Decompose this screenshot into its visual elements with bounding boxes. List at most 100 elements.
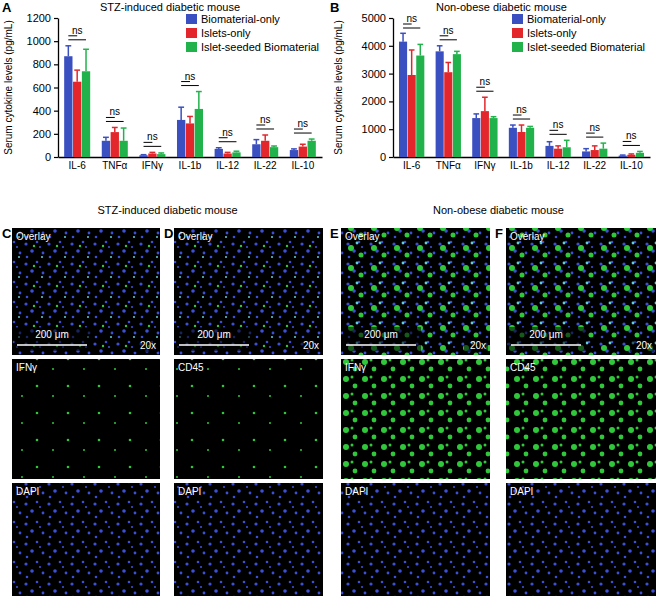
legend-swatch	[512, 28, 523, 38]
error-bar-stem	[85, 49, 87, 71]
significance-label: ns	[72, 25, 83, 36]
y-tick-mark	[389, 129, 393, 130]
magnification-backdrop	[134, 338, 158, 352]
x-tick-label: IL-22	[583, 160, 606, 171]
error-bar-cap	[65, 45, 71, 47]
significance-label: ns	[406, 13, 417, 24]
image-label: DAPI	[510, 486, 533, 497]
significance-label: ns	[147, 131, 158, 142]
significance-bracket	[549, 134, 566, 135]
error-bar	[620, 155, 626, 157]
bar	[436, 51, 444, 157]
x-tick-label: IL-22	[254, 160, 277, 171]
legend-swatch	[186, 28, 197, 38]
error-bar	[83, 49, 89, 71]
legend-swatch	[186, 14, 197, 24]
legend-label: Biomaterial-only	[527, 13, 606, 25]
significance-bracket	[403, 28, 420, 29]
bar	[73, 82, 81, 157]
scale-bar	[179, 344, 249, 346]
bar	[582, 151, 590, 157]
significance-label: ns	[222, 127, 233, 138]
significance-label: ns	[480, 76, 491, 87]
x-tick: IFNγ	[474, 157, 495, 171]
bar	[148, 154, 156, 157]
significance-label: ns	[516, 104, 527, 115]
micrograph	[506, 228, 656, 355]
panel-label: B	[330, 0, 339, 15]
x-axis: IL-6TNFαIFNγIL-1bIL-12IL-22IL-10	[59, 157, 323, 171]
bar	[308, 141, 316, 157]
error-bar	[564, 140, 570, 147]
error-bar-cap	[583, 148, 589, 150]
error-bar-stem	[402, 33, 404, 41]
bar	[102, 141, 110, 157]
y-axis-title: Serum cytokine levels (pg/mL)	[3, 20, 14, 155]
error-bar	[600, 143, 606, 149]
x-tick: IL-12	[216, 157, 239, 171]
magnification-label: 20x	[303, 340, 319, 351]
y-tick-mark	[54, 41, 58, 42]
scale-bar	[17, 344, 87, 346]
image-group-title: STZ-induced diabetic mouse	[97, 204, 237, 216]
magnification-backdrop	[630, 338, 654, 352]
error-bar-cap	[547, 141, 553, 143]
image-label: Overlay	[16, 231, 50, 242]
error-bar-cap	[149, 152, 155, 154]
error-bar-cap	[216, 147, 222, 149]
error-bar-cap	[262, 134, 268, 136]
annotations: nsnsnsnsnsnsns	[403, 13, 640, 145]
x-tick-label: IL-10	[291, 160, 314, 171]
error-bar-stem	[439, 46, 441, 52]
bar	[290, 150, 298, 157]
error-bar-cap	[196, 91, 202, 93]
error-bar	[178, 107, 184, 120]
y-tick: 5000	[362, 12, 393, 24]
image-group: STZ-induced diabetic mouseCOverlay200 μm…	[2, 204, 323, 596]
image-label: DAPI	[16, 486, 39, 497]
error-bar-cap	[103, 137, 109, 139]
x-tick-label: IL-12	[547, 160, 570, 171]
micrograph	[341, 359, 490, 479]
error-bar	[74, 70, 80, 82]
error-bar	[555, 146, 561, 149]
bar	[444, 72, 452, 157]
bar	[627, 155, 635, 157]
y-tick-label: 600	[33, 82, 51, 94]
error-bar-cap	[121, 127, 127, 129]
error-bar	[112, 127, 118, 132]
error-bar	[527, 126, 533, 127]
y-tick-label: 800	[33, 58, 51, 70]
x-tick-label: IFNγ	[474, 160, 495, 171]
image-label: Overlay	[510, 231, 544, 242]
y-tick-mark	[54, 111, 58, 112]
y-axis: 010002000300040005000	[362, 12, 394, 163]
error-bar-cap	[409, 49, 415, 51]
y-tick-mark	[54, 18, 58, 19]
x-tick-label: IL-1b	[510, 160, 533, 171]
error-bar	[196, 92, 202, 109]
error-bar-cap	[178, 106, 184, 108]
image-label: CD45	[178, 362, 204, 373]
y-tick-label: 0	[45, 151, 51, 163]
y-tick-label: 1000	[362, 123, 386, 135]
error-bar-stem	[521, 125, 523, 132]
error-bar-cap	[454, 51, 460, 53]
micrograph	[174, 359, 323, 479]
error-bar	[187, 116, 193, 123]
error-bar-cap	[300, 144, 306, 146]
error-bar	[65, 46, 71, 56]
y-tick: 1200	[27, 12, 58, 24]
error-bar-cap	[592, 145, 598, 147]
x-tick: IL-22	[254, 157, 277, 171]
y-tick-mark	[389, 101, 393, 102]
error-bar-cap	[637, 151, 643, 153]
error-bar-cap	[437, 45, 443, 47]
x-tick: IL-12	[547, 157, 570, 171]
chart-title: STZ-induced diabetic mouse	[100, 1, 240, 13]
bar	[408, 75, 416, 157]
error-bar-cap	[234, 150, 240, 152]
micrograph	[341, 228, 490, 355]
bar	[252, 144, 260, 157]
bar	[453, 54, 461, 157]
